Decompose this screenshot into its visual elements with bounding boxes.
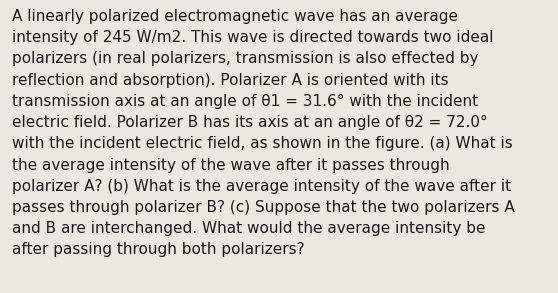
Text: A linearly polarized electromagnetic wave has an average
intensity of 245 W/m2. : A linearly polarized electromagnetic wav… [12, 9, 515, 258]
